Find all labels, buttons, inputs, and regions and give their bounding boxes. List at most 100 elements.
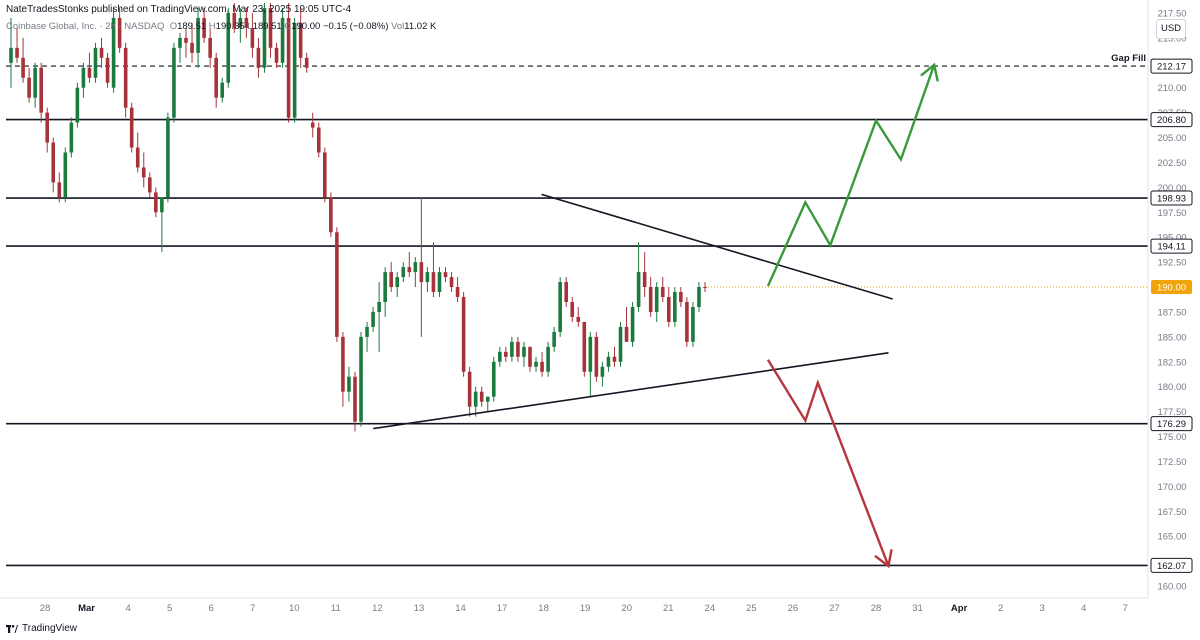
candle-body (87, 67, 92, 78)
candle-body (166, 117, 170, 198)
candle (15, 27, 19, 63)
candle-body (624, 326, 629, 342)
currency-button[interactable]: USD (1156, 19, 1186, 39)
candle (9, 17, 13, 88)
candle (395, 272, 400, 298)
candle (117, 7, 122, 53)
candle-body (63, 152, 68, 198)
price-tick-label: 167.50 (1157, 507, 1186, 518)
level-price-label: 198.93 (1157, 194, 1186, 205)
price-tick-label: 197.50 (1157, 208, 1186, 219)
candle-body (443, 272, 448, 278)
candle-body (45, 112, 50, 143)
candle (534, 356, 538, 372)
candle (166, 112, 170, 203)
candle (461, 292, 466, 377)
candle-body (467, 371, 472, 407)
candle (437, 267, 442, 298)
candle-body (473, 391, 478, 407)
time-axis[interactable]: 28 Mar 4 5 6 7 10 11 12 13 14 17 18 19 20 21 24 25 26 27 28 3… (0, 597, 1148, 614)
time-tick-label: 28 (871, 603, 882, 614)
candle (449, 272, 454, 293)
candle (105, 52, 110, 88)
price-axis[interactable]: 160.00162.50165.00167.50170.00172.50175.… (1147, 0, 1200, 640)
time-tick-label: 25 (746, 603, 757, 614)
candle-body (359, 336, 363, 422)
time-tick-label: 6 (209, 603, 214, 614)
candle (268, 2, 273, 58)
last-price-label: 190.00 (1157, 283, 1186, 294)
candle (298, 7, 303, 68)
candle-body (256, 47, 261, 68)
candle-body (160, 197, 164, 213)
level-price-tag (1150, 557, 1193, 573)
candle (292, 17, 297, 123)
candle (196, 7, 200, 68)
candle (154, 187, 158, 218)
time-tick-label: 12 (372, 603, 383, 614)
candle (443, 267, 448, 283)
candle-body (395, 277, 400, 288)
time-tick-label: Apr (951, 603, 968, 614)
candle-body (648, 287, 653, 312)
level-price-label: 176.29 (1157, 419, 1186, 430)
price-tick-label: 170.00 (1157, 482, 1186, 493)
candle (546, 341, 550, 377)
candle (648, 277, 653, 317)
price-tick-label: 175.00 (1157, 432, 1186, 443)
close-label: C (284, 21, 292, 32)
candle (93, 42, 98, 83)
candle (564, 277, 568, 307)
candle (455, 277, 460, 302)
candle (582, 321, 587, 377)
candle-body (117, 17, 122, 48)
price-tick-label: 172.50 (1157, 457, 1186, 468)
candle-body (75, 87, 80, 123)
projection-path-bullish (766, 64, 936, 287)
time-tick-label: 5 (167, 603, 172, 614)
candle (123, 42, 128, 118)
candle-body (504, 351, 508, 357)
candle (691, 301, 695, 347)
candle (184, 27, 188, 58)
candle (310, 112, 315, 138)
candle-body (274, 47, 279, 63)
price-tick-label: 200.00 (1157, 183, 1186, 194)
candle-body (498, 351, 502, 362)
candle-body (407, 267, 412, 273)
level-price-tag (1150, 58, 1193, 74)
candle (479, 386, 484, 407)
time-tick-label: 31 (912, 603, 923, 614)
candle-body (208, 37, 212, 58)
time-tick-label: 24 (705, 603, 716, 614)
publish-info: NateTradesStonks published on TradingVie… (6, 4, 352, 15)
candle-body (39, 67, 43, 113)
candle-body (685, 301, 689, 342)
candle (190, 22, 194, 63)
candle-body (353, 376, 357, 422)
candle-body (105, 57, 110, 83)
candle-body (244, 17, 249, 28)
candle (491, 356, 496, 402)
time-tick-label: 7 (1123, 603, 1128, 614)
trendline-upper (541, 193, 893, 300)
time-tick-label: 4 (1081, 603, 1086, 614)
candle (286, 2, 291, 123)
candle-body (190, 42, 194, 53)
change-value: −0.15 (−0.08%) (322, 21, 389, 32)
time-tick-label: 20 (621, 603, 632, 614)
candle-body (184, 37, 188, 43)
candle-body (347, 376, 351, 392)
footer-brand[interactable]: TradingView (6, 623, 77, 634)
candle (256, 37, 261, 78)
candle-body (377, 301, 381, 312)
candle (498, 346, 502, 367)
candle (39, 62, 43, 123)
candle (636, 242, 641, 312)
level-price-tag (1150, 238, 1193, 254)
high-label: H (208, 21, 216, 32)
legend-ohlc: Coinbase Global, Inc. · 2h · NASDAQ O189… (6, 21, 436, 32)
candle (624, 306, 629, 342)
candle (425, 267, 430, 293)
